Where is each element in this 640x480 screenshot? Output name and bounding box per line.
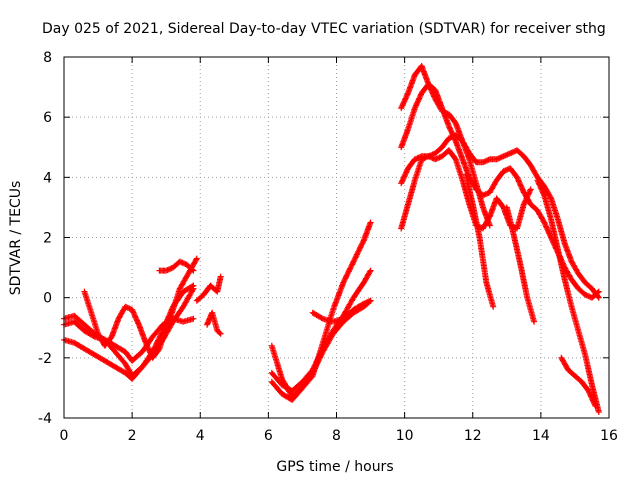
- series-track-18: [534, 177, 602, 415]
- series-track-6: [193, 273, 224, 304]
- plot-frame: [63, 56, 610, 419]
- y-tick-label: -2: [38, 351, 52, 367]
- data-point-markers: [193, 273, 224, 304]
- x-tick-label: 4: [196, 428, 205, 444]
- y-tick-label: 0: [43, 291, 52, 307]
- series-track-7: [204, 309, 224, 337]
- x-tick-label: 0: [60, 428, 69, 444]
- data-point-markers: [309, 297, 374, 325]
- series-track-16: [462, 171, 497, 310]
- grid: [64, 57, 609, 418]
- data-point-markers: [558, 354, 599, 409]
- data-point-markers: [503, 204, 538, 325]
- y-axis-label: SDTVAR / TECUs: [8, 181, 24, 296]
- x-tick-label: 16: [600, 428, 618, 444]
- data-point-markers: [81, 255, 200, 361]
- y-tick-label: 6: [43, 110, 52, 126]
- axis-ticks: 0 2 4 6 8 10 12 14 16 -4 -2 0 2 4 6 8: [38, 50, 618, 444]
- y-tick-label: 4: [43, 170, 52, 186]
- data-point-markers: [156, 258, 197, 274]
- data-point-markers: [534, 177, 602, 415]
- x-axis-label: GPS time / hours: [276, 459, 393, 475]
- y-tick-label: -4: [38, 411, 52, 427]
- x-tick-label: 8: [332, 428, 341, 444]
- y-tick-label: 2: [43, 231, 52, 247]
- x-tick-label: 2: [128, 428, 137, 444]
- x-tick-label: 12: [464, 428, 482, 444]
- series-track-4: [81, 255, 200, 361]
- series-track-19: [558, 354, 599, 409]
- series-track-17: [503, 204, 538, 325]
- x-tick-label: 6: [264, 428, 273, 444]
- data-point-markers: [462, 171, 497, 310]
- x-tick-label: 14: [532, 428, 550, 444]
- x-tick-label: 10: [396, 428, 414, 444]
- series-track-11: [309, 297, 374, 325]
- data-point-markers: [204, 309, 224, 337]
- chart-title: Day 025 of 2021, Sidereal Day-to-day VTE…: [42, 21, 606, 37]
- series-track-5: [156, 258, 197, 274]
- y-tick-label: 8: [43, 50, 52, 66]
